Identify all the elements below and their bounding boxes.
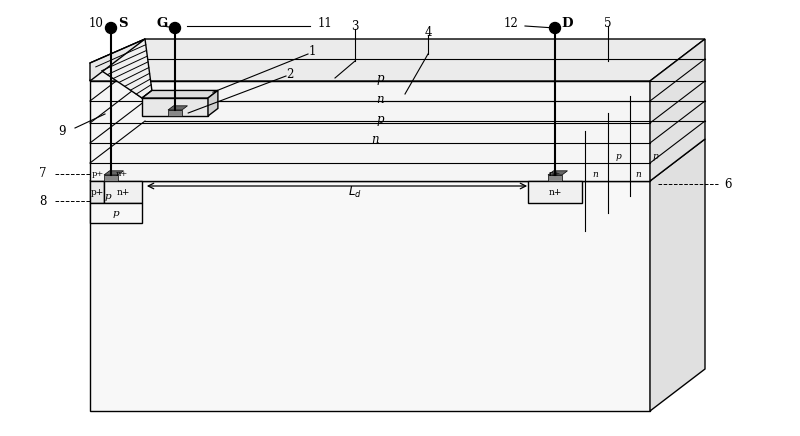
Text: p: p xyxy=(652,151,658,160)
Text: G: G xyxy=(157,17,168,30)
Circle shape xyxy=(106,23,117,34)
Text: 12: 12 xyxy=(503,17,518,30)
Text: p: p xyxy=(113,208,119,218)
Polygon shape xyxy=(90,181,104,203)
Polygon shape xyxy=(90,39,145,81)
Text: 8: 8 xyxy=(40,194,47,208)
Text: 6: 6 xyxy=(724,177,732,191)
Text: n+: n+ xyxy=(116,170,128,178)
Polygon shape xyxy=(548,171,567,175)
Polygon shape xyxy=(168,106,187,110)
Circle shape xyxy=(170,23,181,34)
Polygon shape xyxy=(650,139,705,411)
Text: p+: p+ xyxy=(90,187,104,197)
Polygon shape xyxy=(90,63,142,98)
Polygon shape xyxy=(208,90,218,116)
Text: 10: 10 xyxy=(89,17,104,30)
Polygon shape xyxy=(104,171,123,175)
Polygon shape xyxy=(104,175,118,181)
Polygon shape xyxy=(142,98,208,116)
Text: 7: 7 xyxy=(39,167,47,180)
Text: n: n xyxy=(635,170,641,178)
Polygon shape xyxy=(90,81,650,181)
Text: $L_d$: $L_d$ xyxy=(348,184,362,200)
Text: p+: p+ xyxy=(92,170,104,178)
Text: 5: 5 xyxy=(604,17,612,30)
Polygon shape xyxy=(548,175,562,181)
Text: n+: n+ xyxy=(548,187,562,197)
Polygon shape xyxy=(528,181,582,203)
Text: S: S xyxy=(118,17,128,30)
Text: p: p xyxy=(376,72,384,85)
Text: 4: 4 xyxy=(424,25,432,38)
Polygon shape xyxy=(90,39,705,81)
Text: n: n xyxy=(592,170,598,178)
Text: p: p xyxy=(615,151,621,160)
Text: D: D xyxy=(562,17,573,30)
Text: p: p xyxy=(105,191,111,201)
Text: 3: 3 xyxy=(351,20,358,33)
Polygon shape xyxy=(142,90,218,98)
Text: 1: 1 xyxy=(308,44,316,58)
Text: 2: 2 xyxy=(286,68,294,81)
Circle shape xyxy=(550,23,561,34)
Text: n+: n+ xyxy=(116,187,130,197)
Text: 11: 11 xyxy=(318,17,333,30)
Polygon shape xyxy=(90,139,705,181)
Polygon shape xyxy=(650,39,705,181)
Text: n: n xyxy=(371,133,379,146)
Polygon shape xyxy=(90,181,650,411)
Text: n: n xyxy=(376,92,384,106)
Polygon shape xyxy=(90,203,142,223)
Text: 9: 9 xyxy=(58,125,66,137)
Polygon shape xyxy=(104,181,142,203)
Polygon shape xyxy=(90,39,152,98)
Text: n+: n+ xyxy=(549,170,561,178)
Text: p: p xyxy=(376,112,384,126)
Polygon shape xyxy=(168,110,182,116)
